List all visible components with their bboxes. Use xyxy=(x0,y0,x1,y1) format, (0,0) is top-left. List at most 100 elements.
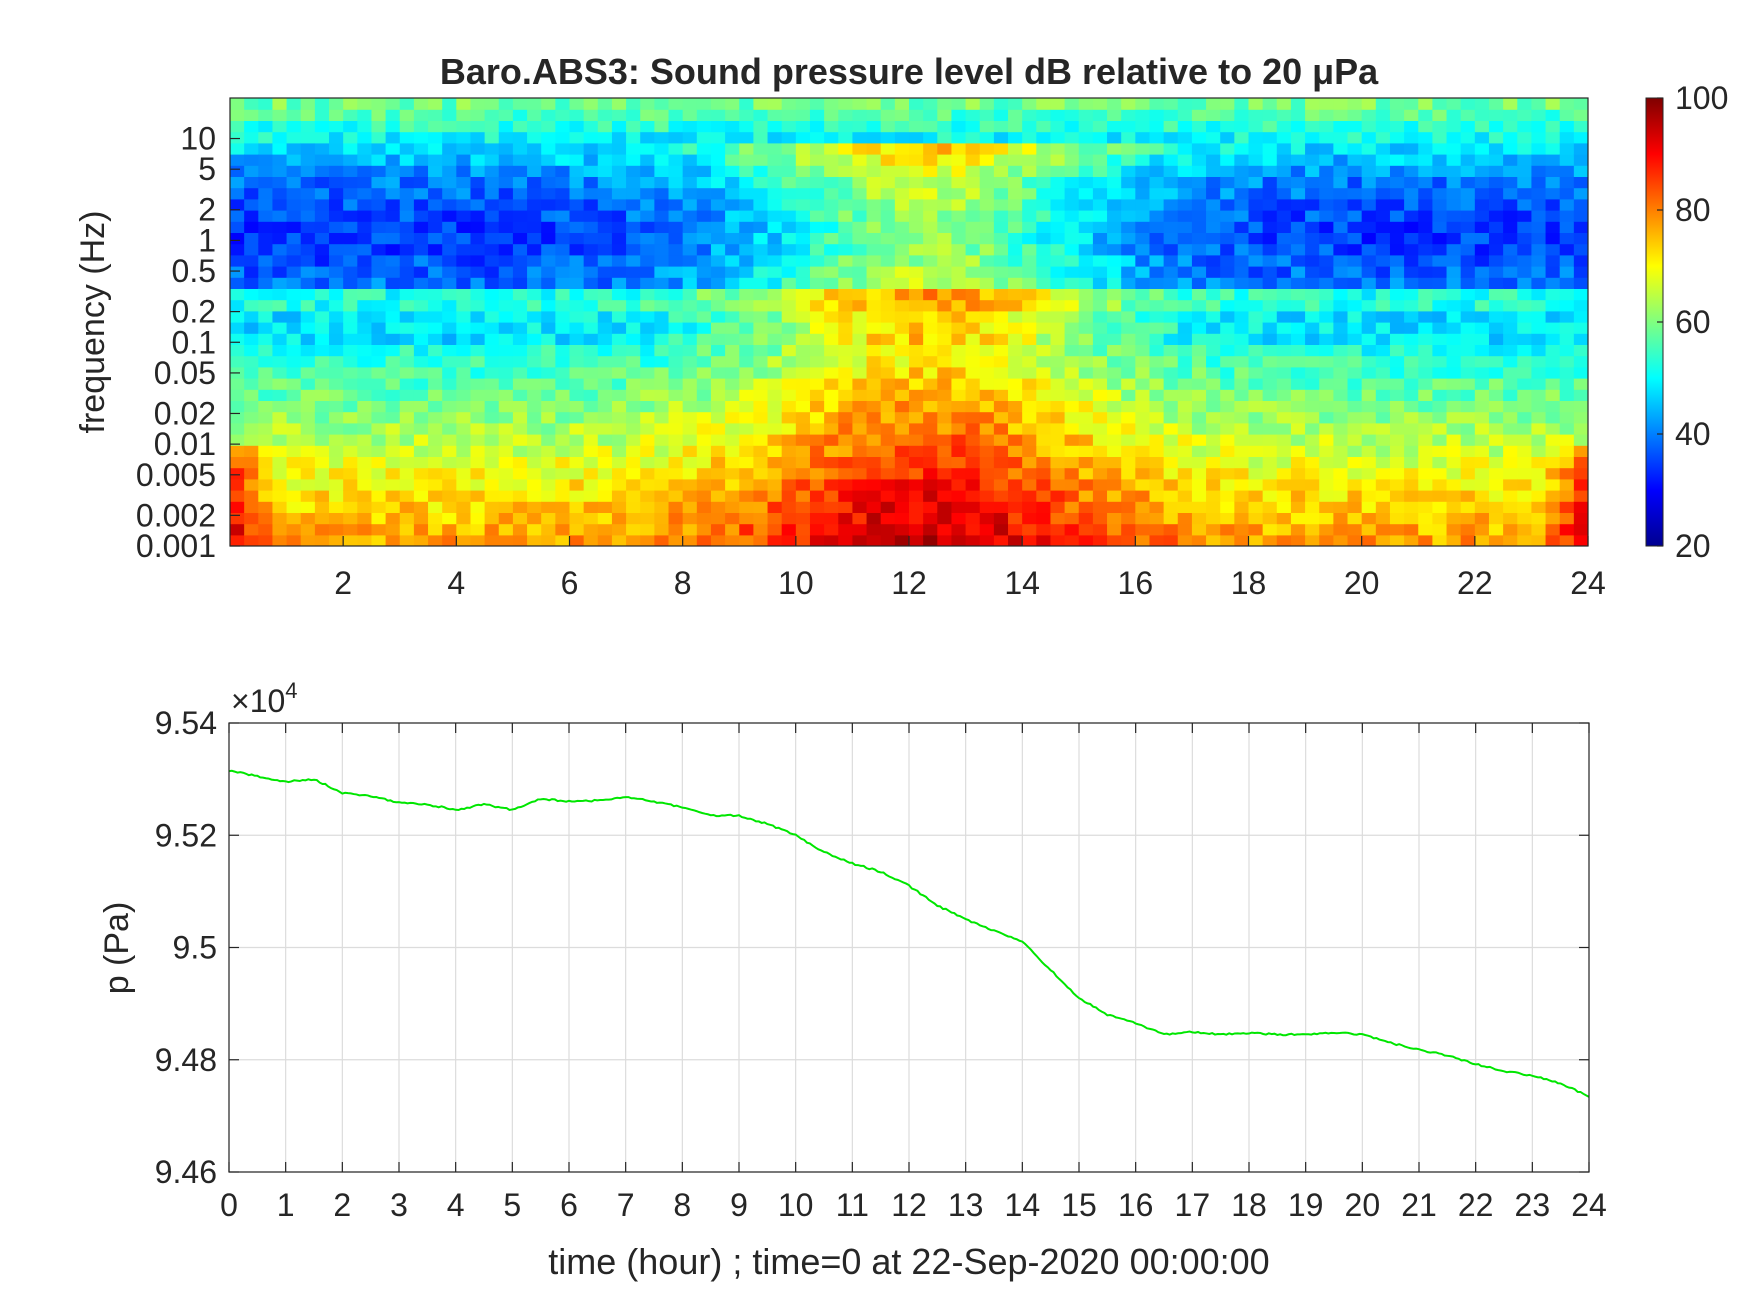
spectrogram-cell xyxy=(739,501,754,513)
spectrogram-cell xyxy=(1022,187,1037,200)
spectrogram-cell xyxy=(428,176,443,189)
spectrogram-cell xyxy=(1135,243,1151,256)
spectrogram-cell xyxy=(979,378,995,390)
spectrogram-cell xyxy=(286,411,302,424)
spectrogram-cell xyxy=(1503,478,1518,491)
spectrogram-cell xyxy=(965,120,981,133)
spectrogram-cell xyxy=(1517,299,1533,312)
spectrogram-cell xyxy=(442,277,457,289)
spectrogram-cells xyxy=(230,98,1588,546)
spectrogram-cell xyxy=(809,467,825,480)
spectrogram-cell xyxy=(1488,154,1504,166)
spectrogram-cell xyxy=(753,490,769,502)
spectrogram-cell xyxy=(456,523,472,536)
spectrogram-cell xyxy=(1488,131,1504,144)
spectrogram-cell xyxy=(993,400,1009,413)
spectrogram-cell xyxy=(923,142,938,155)
spectrogram-cell xyxy=(1389,254,1405,267)
spectrogram-cell xyxy=(244,310,259,323)
spectrogram-cell xyxy=(498,266,514,278)
spectrogram-cell xyxy=(1404,322,1419,334)
spectrogram-cell xyxy=(329,254,344,267)
spectrogram-cell xyxy=(1121,142,1136,155)
spectrogram-cell xyxy=(993,243,1009,256)
spectrogram-cell xyxy=(597,254,613,267)
spectrogram-cell xyxy=(1305,277,1320,289)
spectrogram-cell xyxy=(852,422,868,435)
spectrogram-cell xyxy=(555,512,571,525)
spectrogram-cell xyxy=(1573,501,1588,513)
spectrogram-cell xyxy=(1319,434,1334,446)
spectrogram-cell xyxy=(1545,198,1561,211)
spectrogram-cell xyxy=(1347,378,1363,390)
spectrogram-cell xyxy=(300,456,316,469)
spectrogram-cell xyxy=(1503,198,1518,211)
spectrogram-cell xyxy=(583,512,599,525)
spectrogram-cell xyxy=(781,434,797,446)
spectrogram-cell xyxy=(993,232,1009,245)
spectrogram-cell xyxy=(541,344,556,357)
spectrogram-cell xyxy=(1361,277,1377,289)
spectrogram-cell xyxy=(1262,523,1278,536)
spectrogram-cell xyxy=(951,333,967,345)
spectrogram-cell xyxy=(1206,243,1221,256)
spectrogram-cell xyxy=(1149,322,1165,334)
spectrogram-cell xyxy=(1206,198,1221,211)
spectrogram-cell xyxy=(668,131,684,144)
spectrogram-cell xyxy=(626,378,641,390)
spectrogram-cell xyxy=(527,422,542,435)
spectrogram-cell xyxy=(1149,400,1165,413)
spectrogram-cell xyxy=(626,299,641,312)
spectrogram-cell xyxy=(597,165,613,177)
spectrogram-cell xyxy=(456,109,472,121)
spectrogram-cell xyxy=(272,243,288,256)
spectrogram-cell xyxy=(1389,165,1405,177)
spectrogram-cell xyxy=(1206,165,1221,177)
spectrogram-cell xyxy=(1191,277,1207,289)
spectrogram-cell xyxy=(230,456,245,469)
spectrogram-cell xyxy=(696,501,712,513)
spectrogram-cell xyxy=(1262,187,1278,200)
spectrogram-cell xyxy=(512,512,528,525)
spectrogram-cell xyxy=(1305,243,1320,256)
spectrogram-cell xyxy=(1234,445,1250,457)
spectrogram-cell xyxy=(569,456,585,469)
spectrogram-cell xyxy=(668,355,684,368)
spectrogram-cell xyxy=(1319,389,1334,401)
spectrogram-cell xyxy=(244,490,259,502)
spectrogram-cell xyxy=(498,277,514,289)
spectrogram-cell xyxy=(286,109,302,121)
spectrogram-cell xyxy=(1474,254,1490,267)
spectrogram-cell xyxy=(329,142,344,155)
spectrogram-cell xyxy=(1135,411,1151,424)
spectrogram-cell xyxy=(597,322,613,334)
spectrogram-cell xyxy=(710,534,726,546)
spectrogram-cell xyxy=(1559,523,1575,536)
spectrogram-cell xyxy=(710,389,726,401)
spectrogram-cell xyxy=(1418,176,1433,189)
spectrogram-cell xyxy=(753,434,769,446)
spectrogram-cell xyxy=(413,243,429,256)
spectrogram-cell xyxy=(258,254,274,267)
spectrogram-cell xyxy=(1474,344,1490,357)
spectrogram-cell xyxy=(1474,378,1490,390)
spectrogram-cell xyxy=(710,310,726,323)
spectrogram-cell xyxy=(1573,187,1588,200)
spectrogram-cell xyxy=(442,534,457,546)
spectrogram-cell xyxy=(527,512,542,525)
spectrogram-cell xyxy=(1347,142,1363,155)
spectrogram-cell xyxy=(371,378,387,390)
spectrogram-cell xyxy=(1135,389,1151,401)
spectrogram-cell xyxy=(272,288,288,301)
spectrogram-cell xyxy=(456,120,472,133)
spectrogram-cell xyxy=(965,210,981,222)
spectrogram-cell xyxy=(937,422,953,435)
spectrogram-cell xyxy=(385,501,401,513)
spectrogram-cell xyxy=(1531,523,1547,536)
spectrogram-cell xyxy=(1262,400,1278,413)
spectrogram-cell xyxy=(1559,467,1575,480)
spectrogram-cell xyxy=(1276,534,1292,546)
spectrogram-cell xyxy=(1573,333,1588,345)
spectrogram-cell xyxy=(809,434,825,446)
spectrogram-cell xyxy=(1262,109,1278,121)
